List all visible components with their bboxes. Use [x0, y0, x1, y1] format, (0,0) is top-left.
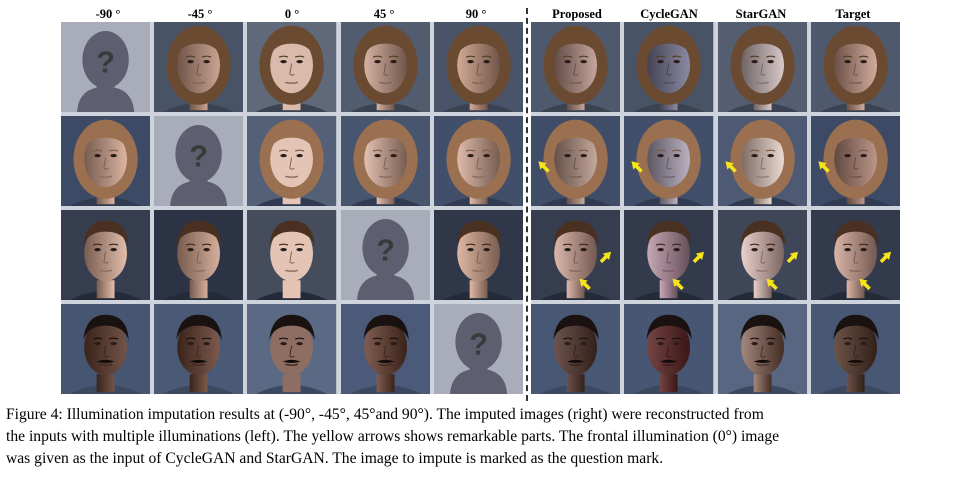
question-mark-symbol: ? — [469, 327, 488, 361]
highlight-arrow-icon — [818, 161, 830, 173]
input-header-3: 45 ° — [373, 7, 395, 21]
output-face-image — [531, 304, 621, 394]
caption-line-1: Figure 4: Illumination imputation result… — [6, 406, 764, 423]
input-face-image — [247, 116, 337, 206]
missing-image-placeholder: ? — [61, 22, 151, 112]
missing-image-placeholder: ? — [154, 116, 244, 206]
output-face-image — [717, 210, 807, 300]
output-face-image — [717, 304, 807, 394]
output-face-image — [810, 116, 900, 206]
input-face-image — [247, 210, 337, 300]
output-header-2: StarGAN — [735, 7, 787, 21]
output-face-image — [810, 22, 900, 112]
highlight-arrow-icon — [631, 161, 644, 173]
missing-image-placeholder: ? — [340, 210, 430, 300]
output-face-image — [624, 210, 714, 300]
output-face-image — [531, 116, 621, 206]
output-face-image — [531, 22, 621, 112]
question-mark-symbol: ? — [376, 233, 395, 267]
input-face-image — [433, 116, 523, 206]
highlight-arrow-icon — [859, 278, 871, 291]
input-face-image — [247, 304, 337, 394]
highlight-arrow-icon — [579, 278, 591, 291]
input-face-image — [61, 116, 151, 206]
input-header-0: -90 ° — [95, 7, 121, 21]
output-face-image — [717, 116, 807, 206]
input-face-image — [340, 116, 430, 206]
input-face-image — [154, 22, 244, 112]
output-face-image — [624, 22, 714, 112]
question-mark-symbol: ? — [190, 139, 209, 173]
caption-line-3: was given as the input of CycleGAN and S… — [6, 450, 664, 467]
figure: -90 ° -45 ° 0 ° 45 ° 90 ° Proposed CycleGAN St… — [61, 7, 900, 401]
highlight-arrow-icon — [692, 251, 705, 264]
missing-image-placeholder: ? — [433, 304, 523, 394]
question-mark-symbol: ? — [96, 45, 115, 79]
output-header-0: Proposed — [552, 7, 602, 21]
highlight-arrow-icon — [672, 278, 685, 291]
figure-caption: Figure 4: Illumination imputation result… — [6, 404, 948, 470]
input-face-image — [61, 304, 151, 394]
input-face-image — [433, 210, 523, 300]
output-header-1: CycleGAN — [640, 7, 698, 21]
input-face-image — [247, 22, 337, 112]
output-face-image — [624, 116, 714, 206]
input-face-image — [61, 210, 151, 300]
output-face-image — [810, 304, 900, 394]
output-image-grid — [531, 22, 900, 394]
dashed-divider — [526, 8, 528, 401]
output-face-image — [810, 210, 900, 300]
highlight-arrow-icon — [538, 161, 550, 173]
input-face-image — [154, 304, 244, 394]
input-header-4: 90 ° — [465, 7, 487, 21]
input-face-image — [154, 210, 244, 300]
highlight-arrow-icon — [724, 161, 737, 173]
highlight-arrow-icon — [599, 251, 612, 264]
input-face-image — [340, 22, 430, 112]
highlight-arrow-icon — [786, 251, 798, 264]
output-header-3: Target — [835, 7, 871, 21]
highlight-arrow-icon — [879, 251, 891, 264]
input-header-2: 0 ° — [284, 7, 300, 21]
input-image-grid: ???? — [61, 22, 523, 394]
input-header-1: -45 ° — [187, 7, 213, 21]
output-face-image — [531, 210, 621, 300]
output-face-image — [717, 22, 807, 112]
input-face-image — [433, 22, 523, 112]
caption-line-2: the inputs with multiple illuminations (… — [6, 428, 780, 445]
input-face-image — [340, 304, 430, 394]
output-face-image — [624, 304, 714, 394]
highlight-arrow-icon — [766, 278, 778, 291]
